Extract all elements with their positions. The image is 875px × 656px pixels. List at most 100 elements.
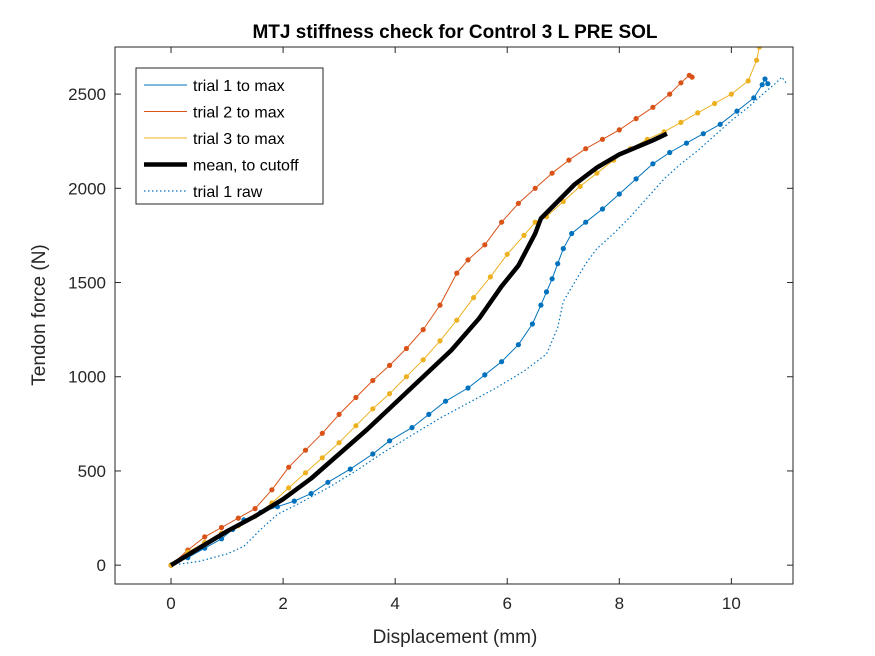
- series-2-point: [370, 377, 376, 384]
- x-tick-label: 8: [615, 594, 624, 613]
- series-2-point: [218, 524, 225, 531]
- series-3-point: [487, 274, 493, 280]
- series-1-point: [347, 466, 353, 472]
- series-1-point: [499, 359, 505, 365]
- series-2-point: [499, 219, 505, 225]
- y-tick-label: 1500: [68, 274, 106, 293]
- series-group: [168, 47, 788, 568]
- series-3-point: [754, 57, 760, 63]
- series-1-point: [443, 398, 449, 404]
- series-1-point: [667, 149, 673, 156]
- series-2-point: [387, 362, 393, 368]
- series-3-point: [594, 170, 600, 176]
- series-2-point: [599, 136, 606, 142]
- series-2-point: [286, 464, 292, 470]
- series-2-point: [482, 242, 488, 248]
- y-tick-label: 500: [78, 462, 106, 481]
- y-tick-label: 1000: [68, 368, 106, 387]
- series-1-point: [759, 82, 765, 88]
- series-1-point: [370, 451, 376, 457]
- series-2-point: [583, 146, 589, 152]
- y-axis-label: Tendon force (N): [29, 244, 50, 386]
- series-3-point: [353, 423, 359, 429]
- series-1-point: [633, 176, 639, 182]
- series-3-point: [286, 485, 292, 491]
- series-1-point: [482, 372, 488, 378]
- x-tick-label: 2: [278, 594, 287, 613]
- series-2-point: [465, 257, 471, 263]
- series-2-point: [667, 91, 673, 97]
- series-1-point: [409, 425, 415, 431]
- series-2-point: [252, 506, 258, 512]
- series-2-point: [235, 515, 241, 521]
- x-tick-label: 10: [722, 594, 741, 613]
- series-3-point: [745, 78, 751, 84]
- series-1-point: [555, 261, 561, 267]
- series-3-point: [403, 374, 409, 380]
- series-3-line: [170, 47, 760, 566]
- series-3-point: [336, 440, 342, 446]
- x-tick-label: 0: [166, 594, 175, 613]
- series-3-point: [532, 219, 538, 225]
- series-3-point: [504, 251, 510, 257]
- series-2-point: [319, 430, 325, 436]
- axes-box: [114, 46, 794, 585]
- series-4-line: [169, 131, 668, 568]
- series-3-point: [387, 391, 393, 397]
- series-2-point: [633, 116, 639, 122]
- series-2-point: [302, 447, 309, 453]
- chart-title: MTJ stiffness check for Control 3 L PRE …: [252, 22, 657, 43]
- y-tick-label: 2000: [68, 179, 106, 198]
- series-1-point: [683, 140, 690, 146]
- series-2-point: [437, 302, 443, 308]
- series-1-point: [325, 479, 331, 485]
- series-2-line: [170, 74, 693, 566]
- series-1-point: [717, 121, 723, 127]
- y-tick-label: 0: [97, 556, 106, 575]
- series-3-point: [577, 183, 583, 189]
- series-3-point: [454, 317, 460, 323]
- series-3-point: [678, 119, 684, 125]
- legend-label-2: trial 2 to max: [193, 105, 285, 122]
- legend-label-5: trial 1 raw: [193, 184, 263, 201]
- plot-area: [168, 47, 788, 568]
- series-1-point: [734, 108, 740, 114]
- series-1-point: [762, 76, 768, 82]
- x-tick-label: 6: [502, 594, 511, 613]
- series-3-point: [302, 470, 309, 476]
- series-1-point: [599, 206, 606, 212]
- series-1-point: [765, 81, 771, 87]
- series-1-point: [426, 411, 432, 417]
- axes: 0 2 4 6 8 10 0 500 1000 1500 2000 2500: [68, 46, 794, 613]
- series-3-point: [695, 110, 701, 116]
- series-2-point: [403, 345, 409, 352]
- x-axis-label: Displacement (mm): [373, 627, 538, 648]
- series-1-point: [549, 276, 555, 282]
- series-2-point: [202, 534, 208, 540]
- series-1-point: [308, 491, 314, 497]
- series-2-point: [454, 270, 460, 276]
- series-1-point: [616, 191, 622, 197]
- legend-label-3: trial 3 to max: [193, 131, 285, 148]
- series-1-point: [569, 230, 575, 237]
- series-3-point: [728, 91, 735, 97]
- series-2-point: [689, 74, 695, 80]
- series-1-point: [465, 385, 471, 391]
- x-tick-label: 4: [390, 594, 399, 613]
- series-2-point: [650, 104, 656, 110]
- series-1-point: [700, 131, 706, 137]
- series-1-line: [170, 78, 769, 566]
- series-1-point: [543, 289, 550, 295]
- legend-box: [135, 67, 324, 205]
- series-1-point: [387, 438, 393, 444]
- series-1-point: [751, 95, 757, 101]
- series-2-point: [678, 80, 684, 86]
- series-2-point: [336, 411, 342, 417]
- legend-label-1: trial 1 to max: [193, 78, 285, 95]
- series-2-point: [532, 185, 538, 191]
- series-2-point: [616, 127, 622, 133]
- legend: trial 1 to max trial 2 to max trial 3 to m…: [135, 67, 324, 205]
- series-1-point: [583, 219, 589, 225]
- series-1-point: [515, 342, 522, 348]
